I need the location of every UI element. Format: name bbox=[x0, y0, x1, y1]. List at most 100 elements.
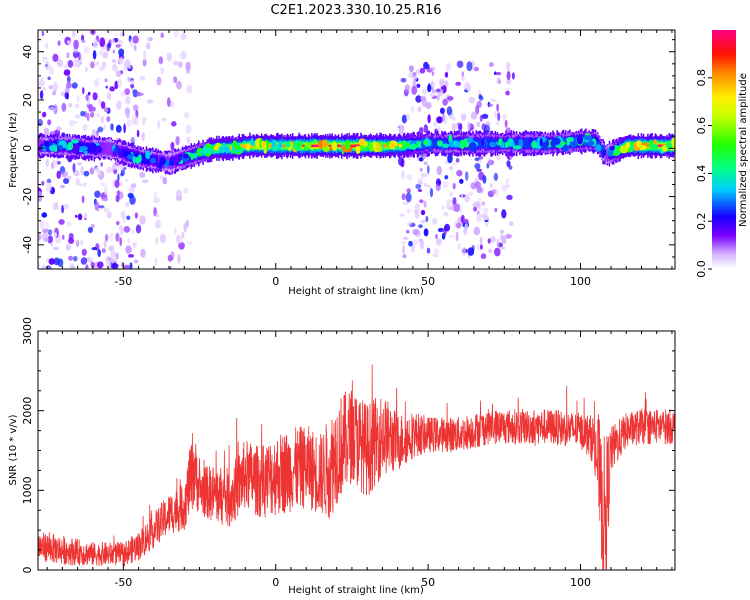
noise-speckle bbox=[446, 199, 453, 204]
noise-speckle bbox=[42, 228, 49, 234]
noise-speckle bbox=[48, 106, 55, 112]
ridge-blob bbox=[388, 142, 396, 149]
noise-speckle bbox=[118, 48, 125, 57]
ridge-cell bbox=[146, 154, 149, 165]
noise-speckle bbox=[473, 201, 478, 206]
noise-speckle bbox=[443, 211, 449, 217]
noise-speckle bbox=[460, 113, 467, 122]
noise-speckle bbox=[123, 226, 131, 233]
noise-speckle bbox=[139, 215, 146, 225]
noise-speckle bbox=[496, 77, 501, 85]
ridge-cell bbox=[407, 143, 409, 148]
noise-speckle bbox=[478, 95, 484, 101]
noise-speckle bbox=[397, 156, 404, 166]
ridge-cell bbox=[108, 141, 110, 156]
ridge-blob bbox=[551, 137, 561, 145]
noise-speckle bbox=[120, 90, 126, 97]
noise-speckle bbox=[78, 183, 85, 187]
noise-speckle bbox=[158, 56, 164, 65]
ridge-cell bbox=[110, 142, 112, 157]
noise-speckle bbox=[456, 169, 463, 177]
ridge-cell bbox=[573, 137, 575, 146]
colorbar-tick-label: 0.8 bbox=[695, 69, 708, 87]
noise-speckle bbox=[423, 161, 428, 166]
ridge-cell bbox=[122, 147, 124, 158]
noise-speckle bbox=[452, 197, 457, 205]
noise-speckle bbox=[423, 228, 429, 237]
noise-speckle bbox=[433, 248, 440, 255]
noise-speckle bbox=[489, 183, 493, 189]
noise-speckle bbox=[154, 257, 158, 267]
noise-speckle bbox=[101, 197, 109, 202]
noise-speckle bbox=[52, 90, 57, 96]
ridge-cell bbox=[385, 144, 388, 148]
noise-speckle bbox=[97, 126, 104, 133]
spectrogram-panel: -50 0 50 100 -40 -20 0 20 40 Height of straight … bbox=[8, 29, 676, 297]
noise-speckle bbox=[167, 97, 171, 107]
spectrogram-ytick-label: 0 bbox=[21, 145, 34, 152]
noise-speckle bbox=[452, 162, 458, 166]
noise-speckle bbox=[420, 209, 426, 216]
noise-speckle bbox=[130, 228, 135, 235]
ridge-blob bbox=[260, 140, 266, 147]
ridge-blob bbox=[466, 137, 474, 144]
ridge-blob bbox=[322, 139, 328, 148]
ridge-blob bbox=[126, 154, 134, 160]
ridge-cell bbox=[571, 136, 573, 147]
noise-speckle bbox=[476, 168, 483, 172]
noise-speckle bbox=[476, 186, 483, 194]
ridge-cell bbox=[515, 139, 518, 148]
colorbar-tick-label: 0.2 bbox=[695, 212, 708, 230]
noise-speckle bbox=[414, 202, 420, 212]
snr-xtick-label: 100 bbox=[570, 576, 591, 589]
noise-speckle bbox=[476, 243, 480, 251]
noise-speckle bbox=[470, 182, 477, 190]
ridge-cell bbox=[311, 144, 313, 147]
snr-xtick-label: -50 bbox=[114, 576, 132, 589]
spectrogram-xtick-label: 0 bbox=[272, 275, 279, 288]
ridge-cell bbox=[314, 145, 316, 147]
ridge-cell bbox=[147, 154, 150, 165]
ridge-cell bbox=[355, 145, 358, 147]
spectrogram-ylabel: Frequency (Hz) bbox=[8, 112, 19, 188]
noise-speckle bbox=[429, 187, 434, 198]
noise-speckle bbox=[76, 95, 80, 102]
spectrogram-xlabel: Height of straight line (km) bbox=[288, 286, 424, 297]
noise-speckle bbox=[133, 104, 139, 112]
noise-speckle bbox=[423, 172, 428, 178]
noise-speckle bbox=[124, 88, 131, 96]
noise-speckle bbox=[417, 189, 423, 192]
noise-speckle bbox=[136, 129, 140, 138]
ridge-blob bbox=[331, 141, 338, 151]
noise-speckle bbox=[134, 259, 139, 264]
noise-speckle bbox=[45, 60, 50, 71]
noise-speckle bbox=[92, 92, 98, 101]
noise-speckle bbox=[124, 59, 131, 69]
ridge-cell bbox=[316, 145, 318, 147]
colorbar-tick-label: 0.4 bbox=[695, 165, 708, 183]
noise-speckle bbox=[404, 84, 410, 93]
noise-speckle bbox=[429, 92, 435, 98]
noise-speckle bbox=[488, 103, 494, 107]
ridge-cell bbox=[215, 146, 217, 150]
ridge-cell bbox=[230, 147, 232, 150]
noise-speckle bbox=[417, 180, 423, 185]
noise-speckle bbox=[449, 192, 453, 197]
ridge-blob bbox=[232, 140, 237, 148]
noise-speckle bbox=[51, 66, 54, 75]
ridge-cell bbox=[417, 141, 420, 148]
noise-speckle bbox=[177, 235, 184, 244]
noise-speckle bbox=[64, 92, 69, 100]
noise-speckle bbox=[47, 235, 53, 244]
ridge-cell bbox=[315, 145, 317, 147]
noise-speckle bbox=[90, 61, 95, 69]
ridge-cell bbox=[111, 142, 114, 157]
noise-speckle bbox=[501, 114, 507, 120]
noise-speckle bbox=[402, 254, 407, 259]
noise-speckle bbox=[66, 52, 70, 59]
noise-speckle bbox=[111, 263, 119, 269]
noise-speckle bbox=[426, 247, 431, 254]
noise-speckle bbox=[103, 207, 107, 213]
noise-speckle bbox=[406, 230, 410, 234]
ridge-cell bbox=[397, 144, 399, 148]
